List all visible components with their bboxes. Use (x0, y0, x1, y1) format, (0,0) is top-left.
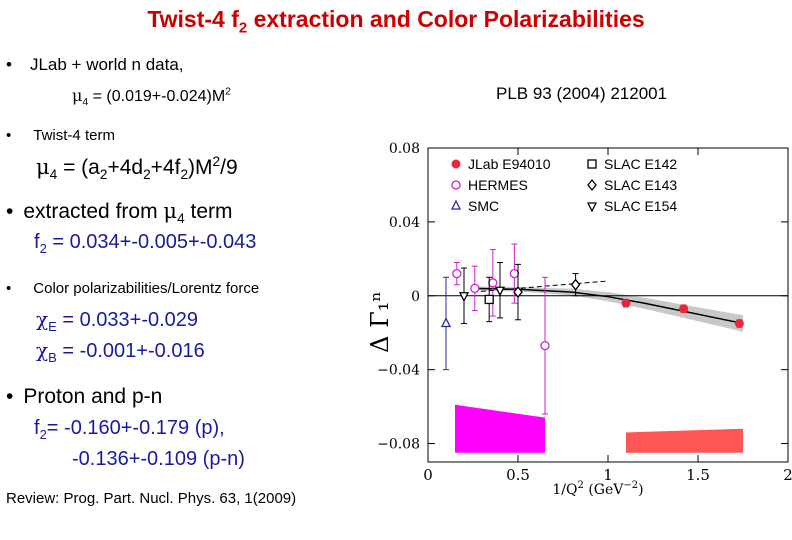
y-tick-label: −0.08 (377, 437, 420, 453)
jlab-e94010-point (734, 318, 744, 328)
f2-proton: f2= -0.160+-0.179 (p), (34, 417, 225, 442)
x-tick-label: 1 (603, 466, 613, 484)
smc-point (440, 317, 452, 328)
systematic-box (455, 404, 545, 453)
x-tick-label: 0.5 (506, 466, 530, 484)
legend-label: SLAC E143 (604, 177, 677, 193)
slac-e142-legend-marker (587, 159, 597, 169)
bullet-twist4: • Twist-4 term (6, 127, 115, 144)
bullet-proton: • Proton and p-n (6, 385, 163, 408)
x-tick-label: 1.5 (686, 466, 710, 484)
y-tick-label: −0.04 (377, 363, 420, 379)
x-tick-label: 0 (423, 466, 433, 484)
y-tick-label: 0.04 (389, 215, 420, 231)
mu4-value: μ4 = (0.019+-0.024)M2 (72, 86, 231, 109)
hermes-point (470, 283, 480, 294)
bullet-extracted: • extracted from μ4 term (6, 199, 233, 227)
dashed-curve (472, 280, 609, 293)
f2-pn: -0.136+-0.109 (p-n) (72, 448, 245, 470)
bullet-color-pol: • Color polarizabilities/Lorentz force (6, 280, 260, 297)
f2-value: f2 = 0.034+-0.005+-0.043 (34, 231, 257, 256)
bullet-jlab: • JLab + world n data, (6, 55, 184, 74)
x-axis-label: 1/Q2 (GeV−2) (552, 480, 643, 498)
legend-label: SMC (468, 198, 499, 214)
hermes-point (488, 278, 498, 288)
hermes-point (509, 268, 520, 279)
legend-label: SLAC E142 (604, 156, 677, 172)
y-tick-label: 0.08 (389, 141, 420, 157)
legend-label: SLAC E154 (604, 198, 677, 214)
systematic-boxes (455, 404, 743, 453)
slac-e142-point (484, 294, 494, 305)
x-tick-label: 2 (783, 466, 792, 484)
y-tick-label: 0 (411, 289, 420, 305)
slac-e154-point (458, 292, 470, 303)
smc-legend-marker (450, 199, 462, 210)
systematic-box (626, 428, 743, 453)
slac-e154-legend-marker (586, 202, 598, 213)
chiE-value: χE = 0.033+-0.029 (36, 307, 199, 334)
slac-e143-legend-marker (587, 178, 597, 192)
legend-label: JLab E94010 (468, 156, 551, 172)
hermes-point (540, 340, 550, 351)
review-reference: Review: Prog. Part. Nucl. Phys. 63, 1(20… (6, 490, 297, 507)
slac-e154-point (494, 286, 506, 297)
chart-legend: JLab E94010 HERMES SMC SLAC E142 SLAC E143 SL… (450, 156, 677, 214)
jlab-e94010-point (621, 298, 631, 308)
hermes-legend-marker (451, 180, 461, 190)
reference: PLB 93 (2004) 212001 (496, 84, 668, 103)
jlab-e94010-legend-marker (451, 159, 461, 169)
data-points (440, 243, 744, 415)
slac-e143-point (513, 286, 523, 299)
fit-error-band (473, 286, 743, 332)
legend-label: HERMES (468, 177, 528, 193)
jlab-e94010-point (679, 304, 689, 314)
error-band (473, 286, 743, 332)
hermes-point (452, 268, 462, 279)
chiB-value: χB = -0.001+-0.016 (36, 338, 205, 365)
axis-ticks: 0 0.5 1 1.5 2 0.08 0.04 0 −0.04 −0.08 (377, 141, 792, 484)
twist4-equation: μ4 = (a2+4d2+4f2)M2/9 (36, 154, 238, 183)
y-axis-label: Δ Γ₁ⁿ (366, 291, 394, 353)
slac-e143-point (570, 278, 581, 291)
delta-gamma-chart: 0 0.5 1 1.5 2 0.08 0.04 0 −0.04 −0.08 JLab E94010… (366, 141, 792, 498)
slide-title: Twist-4 f2 extraction and Color Polariza… (147, 6, 645, 37)
